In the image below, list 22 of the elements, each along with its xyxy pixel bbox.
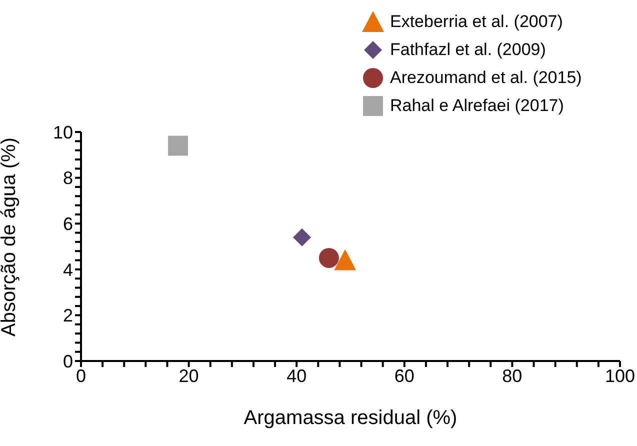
x-axis-title: Argamassa residual (%) [244, 407, 458, 429]
legend-label: Exteberria et al. (2007) [390, 11, 563, 33]
x-tick-label: 40 [286, 366, 307, 386]
y-tick-label: 0 [62, 351, 73, 372]
point [168, 136, 188, 156]
x-tick-label: 80 [502, 366, 522, 386]
x-tick-label: 20 [178, 366, 199, 386]
y-tick-label: 4 [62, 260, 73, 280]
x-tick-label: 60 [394, 366, 414, 386]
y-tick-label: 8 [62, 168, 73, 188]
y-tick-label: 6 [62, 214, 73, 234]
y-axis-title: Absorção de água (%) [0, 137, 20, 336]
point [334, 249, 356, 270]
point [318, 248, 339, 268]
y-tick-label: 2 [62, 306, 73, 326]
x-tick-label: 100 [604, 366, 636, 386]
point [292, 228, 311, 246]
legend-label: Rahal e Alrefaei (2017) [390, 95, 564, 117]
legend-label: Fathfazl et al. (2009) [390, 39, 546, 61]
x-tick-label: 0 [76, 366, 86, 386]
legend-label: Arezoumand et al. (2015) [390, 67, 582, 89]
y-tick-label: 10 [52, 122, 73, 142]
